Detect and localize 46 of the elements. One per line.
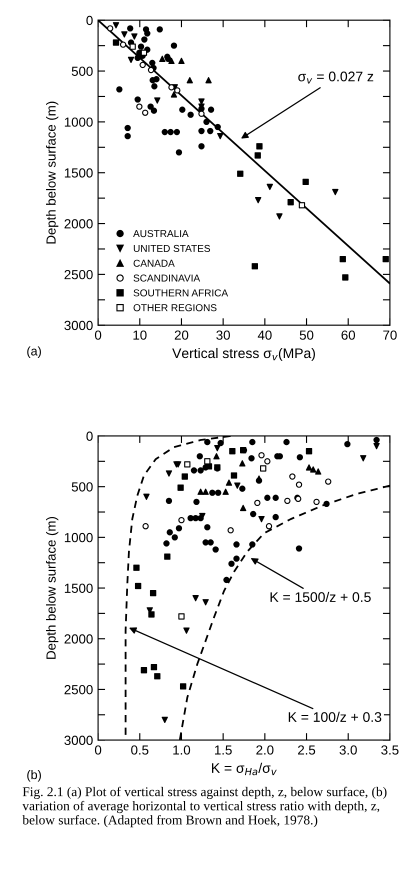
legend-label: SOUTHERN AFRICA xyxy=(134,289,228,296)
y-tick-label: 2000 xyxy=(64,219,93,228)
text: (a) xyxy=(27,346,41,358)
x-tick-label: 40 xyxy=(258,330,272,340)
y-tick-label: 500 xyxy=(72,66,93,76)
x-tick-label: 20 xyxy=(174,330,188,340)
x-tick-label: 70 xyxy=(383,330,397,340)
x-tick-label: 50 xyxy=(300,330,314,340)
y-tick-label: 1500 xyxy=(64,168,93,178)
legend-label: UNITED STATES xyxy=(134,244,210,252)
x-tick-label: 2.0 xyxy=(256,745,274,755)
x-tick-label: 30 xyxy=(216,330,230,340)
y-tick-label: 1500 xyxy=(64,584,93,593)
y-tick-label: 0 xyxy=(86,16,93,26)
x-tick-label: 3.5 xyxy=(381,745,399,755)
x-tick-label: 10 xyxy=(133,330,147,340)
annotation: K = 1500/z + 0.5 xyxy=(270,592,371,602)
y-tick-label: 3000 xyxy=(64,736,93,746)
y-tick-label: 2000 xyxy=(64,634,93,644)
x-tick-label: 1.5 xyxy=(214,745,232,755)
x-tick-label: 60 xyxy=(342,330,356,340)
x-tick-label: 0 xyxy=(94,330,102,340)
annotation: σ$_{v}$ = 0.027 z xyxy=(298,72,374,84)
y-tick-label: 1000 xyxy=(64,532,93,542)
text: (b) xyxy=(27,770,41,782)
y-tick-label: 1000 xyxy=(64,117,93,127)
annotation: K = 100/z + 0.3 xyxy=(288,712,382,722)
legend-label: OTHER REGIONS xyxy=(134,304,217,312)
y-tick-label: 3000 xyxy=(64,320,93,330)
y-axis-title: Depth below surface (m) xyxy=(46,102,58,244)
legend-label: CANADA xyxy=(134,260,175,267)
legend-label: AUSTRALIA xyxy=(133,230,189,238)
x-axis-title: Vertical stress σ$_{v}$(MPa) xyxy=(172,348,315,361)
caption: Fig. 2.1 (a) Plot of vertical stress against depth, z, below surface, (b) variation of average horizontal to vertical stress ratio with depth, z, below surface. (Adapted from Brown and Hoek, 1978.) xyxy=(22,786,387,828)
y-tick-label: 2500 xyxy=(64,270,93,280)
y-tick-label: 500 xyxy=(72,482,93,492)
x-tick-label: 0 xyxy=(94,745,102,755)
x-axis-title: K = σ$_{Ha}$/σ$_{v}$ xyxy=(212,762,277,776)
x-tick-label: 3.0 xyxy=(340,745,357,755)
y-axis-title: Depth below surface (m) xyxy=(46,517,58,659)
y-tick-label: 0 xyxy=(86,432,93,441)
y-tick-label: 2500 xyxy=(64,684,93,694)
x-tick-label: 2.5 xyxy=(298,745,316,755)
x-tick-label: 1.0 xyxy=(173,745,190,755)
legend-label: SCANDINAVIA xyxy=(134,274,200,282)
x-tick-label: 0.5 xyxy=(131,745,148,755)
